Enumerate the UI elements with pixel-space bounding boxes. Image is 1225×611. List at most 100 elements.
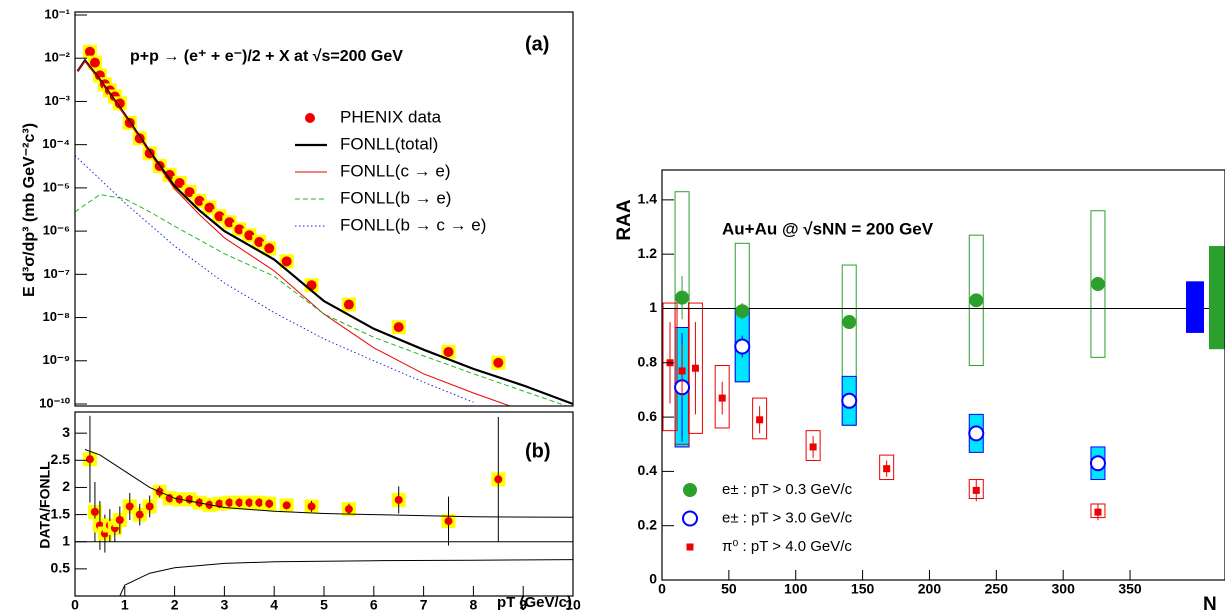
x-tick-label: 8 bbox=[470, 597, 478, 611]
marker bbox=[224, 217, 235, 228]
frame bbox=[74, 11, 574, 407]
panel-label: (a) bbox=[525, 33, 549, 55]
legend-label: π⁰ : pT > 4.0 GeV/c bbox=[722, 538, 852, 555]
plot-area bbox=[75, 44, 573, 406]
y-tick-label: 1.4 bbox=[638, 191, 658, 207]
legend-label: e± : pT > 0.3 GeV/c bbox=[722, 481, 853, 498]
legend-label: FONLL(b → e) bbox=[340, 188, 451, 207]
y-axis-label: DATA/FONLL bbox=[37, 461, 53, 549]
marker bbox=[214, 211, 225, 222]
marker bbox=[841, 392, 858, 409]
x-tick-label: 2 bbox=[171, 597, 179, 611]
y-tick-label: 3 bbox=[62, 424, 70, 440]
curve bbox=[77, 60, 512, 406]
marker bbox=[185, 495, 194, 504]
x-tick-label: 1 bbox=[121, 597, 129, 611]
marker bbox=[972, 486, 980, 494]
y-axis-label: RAA bbox=[614, 199, 635, 240]
frame bbox=[661, 169, 1225, 581]
marker bbox=[443, 346, 454, 357]
x-tick-label: 4 bbox=[270, 597, 278, 611]
curve bbox=[119, 559, 573, 596]
legend-label: e± : pT > 3.0 GeV/c bbox=[722, 509, 853, 526]
y-tick-label: 10⁻⁶ bbox=[43, 223, 70, 238]
marker bbox=[254, 236, 265, 247]
x-tick-label: 6 bbox=[370, 597, 378, 611]
legend-marker bbox=[686, 543, 694, 551]
legend-label: FONLL(b → c → e) bbox=[340, 215, 486, 234]
marker bbox=[968, 425, 985, 442]
marker bbox=[678, 367, 686, 375]
panel-label: (b) bbox=[525, 440, 551, 462]
curve bbox=[84, 449, 573, 518]
marker bbox=[735, 304, 750, 319]
marker bbox=[125, 502, 134, 511]
legend-label: PHENIX data bbox=[340, 107, 442, 126]
y-tick-label: 1.5 bbox=[51, 505, 71, 521]
y-axis-label: E d³σ/dp³ (mb GeV⁻²c³) bbox=[21, 123, 38, 297]
marker bbox=[1089, 455, 1106, 472]
y-tick-label: 10⁻⁷ bbox=[43, 266, 70, 281]
marker bbox=[184, 187, 195, 198]
y-tick-label: 0.8 bbox=[638, 353, 658, 369]
y-tick-label: 0.2 bbox=[638, 516, 658, 532]
marker bbox=[344, 505, 353, 514]
y-tick-label: 0 bbox=[649, 571, 657, 587]
legend-label: FONLL(total) bbox=[340, 134, 438, 153]
x-tick-label: 150 bbox=[851, 581, 875, 597]
systematic-box bbox=[805, 430, 821, 462]
marker bbox=[265, 499, 274, 508]
y-tick-label: 10⁻³ bbox=[44, 93, 70, 108]
x-tick-label: 250 bbox=[985, 581, 1009, 597]
marker bbox=[394, 495, 403, 504]
y-tick-label: 10⁻⁸ bbox=[43, 309, 70, 324]
marker bbox=[165, 494, 174, 503]
x-axis-label: N bbox=[1203, 594, 1217, 611]
x-tick-label: 350 bbox=[1118, 581, 1142, 597]
marker bbox=[675, 290, 690, 305]
systematic-box bbox=[879, 454, 895, 481]
x-tick-label: 7 bbox=[420, 597, 428, 611]
y-tick-label: 1 bbox=[62, 532, 70, 548]
marker bbox=[245, 498, 254, 507]
x-tick-label: 50 bbox=[721, 581, 737, 597]
plot-area bbox=[75, 415, 573, 596]
legend-label: FONLL(c → e) bbox=[340, 161, 451, 180]
marker bbox=[174, 177, 185, 188]
x-axis-label: pT (GeV/c) bbox=[497, 594, 572, 611]
marker bbox=[194, 195, 205, 206]
marker bbox=[90, 507, 99, 516]
marker bbox=[264, 243, 275, 254]
marker bbox=[1090, 277, 1105, 292]
marker bbox=[444, 517, 453, 526]
x-tick-label: 200 bbox=[918, 581, 942, 597]
marker bbox=[1094, 508, 1102, 516]
marker bbox=[718, 394, 726, 402]
marker bbox=[281, 256, 292, 267]
x-tick-label: 0 bbox=[71, 597, 79, 611]
marker bbox=[343, 299, 354, 310]
marker bbox=[691, 364, 699, 372]
marker bbox=[234, 224, 245, 235]
marker bbox=[89, 57, 100, 68]
legend-marker bbox=[305, 113, 315, 123]
marker bbox=[115, 516, 124, 525]
marker bbox=[969, 293, 984, 308]
y-tick-label: 10⁻¹ bbox=[44, 6, 70, 21]
systematic-box bbox=[687, 302, 703, 434]
y-tick-label: 2.5 bbox=[51, 451, 71, 467]
normalization-box bbox=[1186, 281, 1204, 333]
x-tick-label: 100 bbox=[784, 581, 808, 597]
marker bbox=[809, 443, 817, 451]
marker bbox=[84, 46, 95, 57]
marker bbox=[135, 510, 144, 519]
marker bbox=[225, 498, 234, 507]
systematic-box bbox=[662, 302, 678, 432]
marker bbox=[842, 315, 857, 330]
marker bbox=[393, 322, 404, 333]
y-tick-label: 1.2 bbox=[638, 245, 658, 261]
marker bbox=[756, 416, 764, 424]
marker bbox=[204, 202, 215, 213]
marker bbox=[307, 502, 316, 511]
